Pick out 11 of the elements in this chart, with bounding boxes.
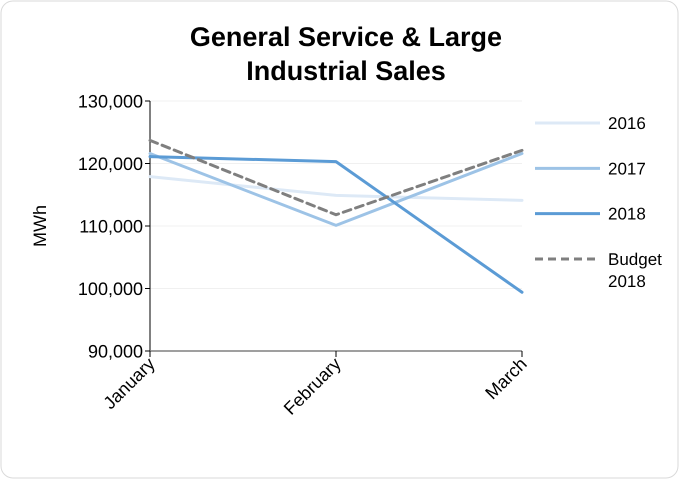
y-tick-label: 130,000 xyxy=(78,91,143,112)
legend-label: 2016 xyxy=(608,114,646,133)
legend-label: 2017 xyxy=(608,159,646,178)
y-tick-label: 110,000 xyxy=(79,216,143,236)
y-tick-label: 90,000 xyxy=(88,341,143,362)
y-tick-label: 100,000 xyxy=(78,278,143,299)
y-tick-label: 120,000 xyxy=(78,154,143,174)
legend-label: Budget 2018 xyxy=(608,250,662,292)
y-axis-title: MWh xyxy=(30,205,50,247)
chart-title: General Service & Large Industrial Sales xyxy=(190,22,502,86)
legend-label: 2018 xyxy=(608,204,646,224)
